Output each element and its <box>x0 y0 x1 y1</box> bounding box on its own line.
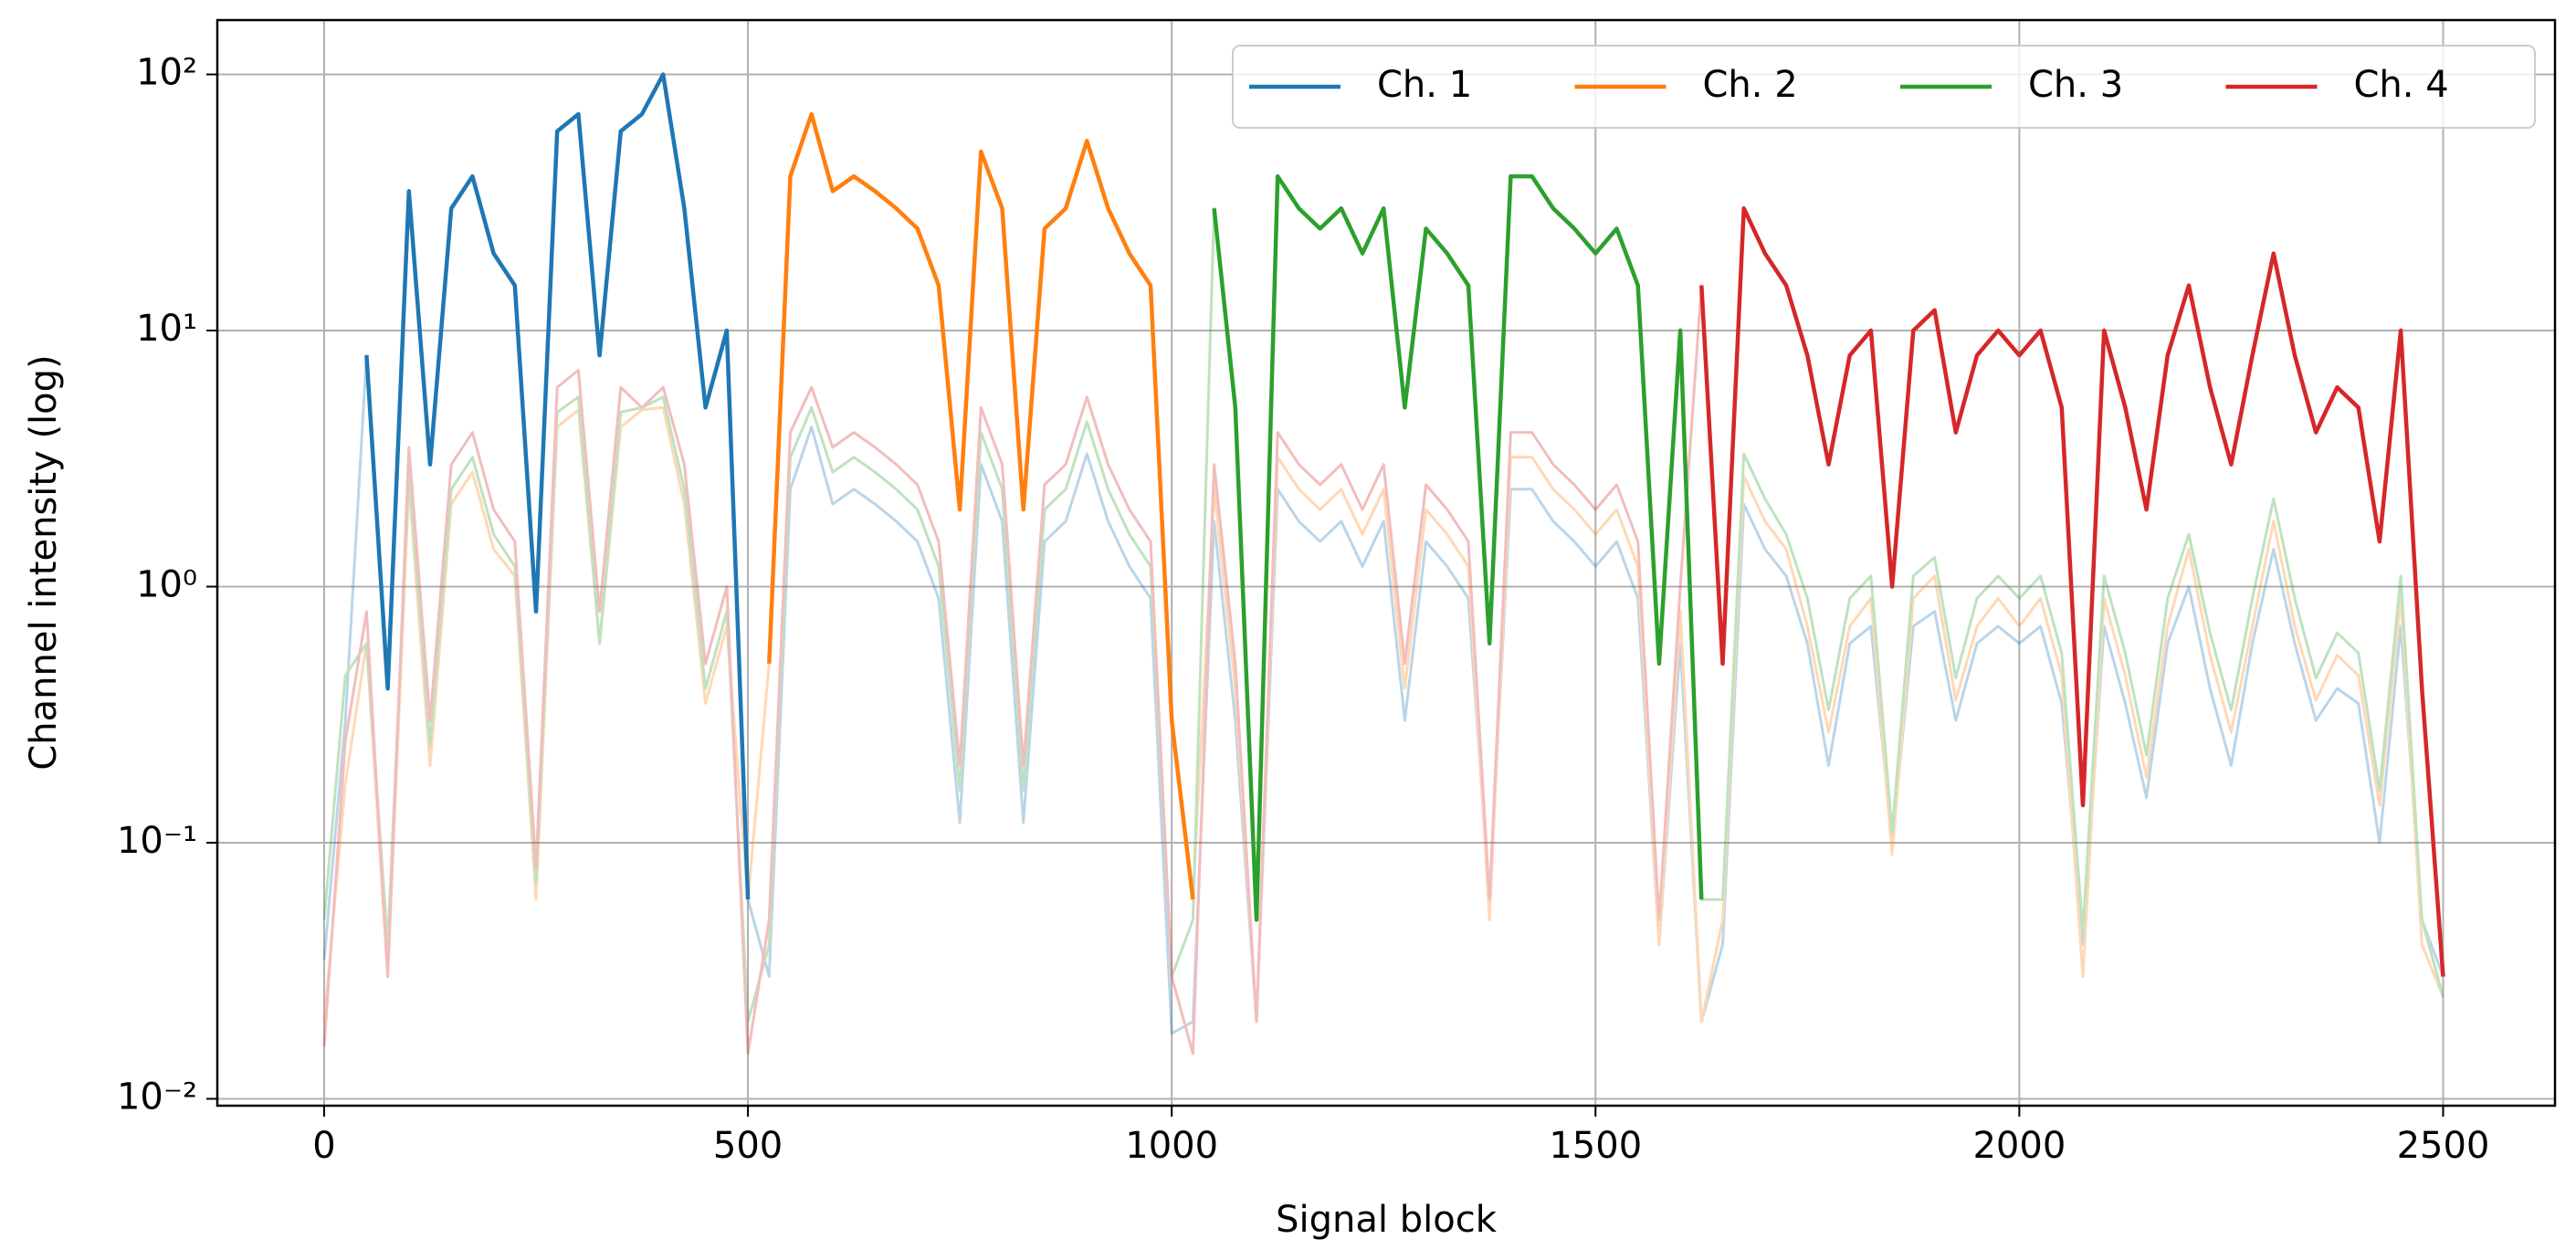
x-axis-label: Signal block <box>1276 1199 1498 1241</box>
grid <box>217 20 2555 1106</box>
legend-label: Ch. 2 <box>1703 64 1798 106</box>
highlight-lines <box>364 72 2445 977</box>
legend-frame <box>1232 45 2536 129</box>
series-line <box>364 72 751 900</box>
y-tick-label: 10² <box>136 52 197 94</box>
plot-frame <box>216 18 2557 1108</box>
legend-label: Ch. 1 <box>1377 64 1472 106</box>
legend-label: Ch. 3 <box>2028 64 2123 106</box>
faint-line <box>322 112 2445 1024</box>
x-tick-label: 500 <box>713 1125 783 1167</box>
x-tick-label: 1000 <box>1125 1125 1218 1167</box>
y-tick-label: 10⁻¹ <box>117 820 197 862</box>
x-tick-label: 1500 <box>1549 1125 1642 1167</box>
x-tick-label: 0 <box>312 1125 335 1167</box>
axes: 0 500 1000 1500 2000 2500 10⁻² 10⁻¹ 10⁰ 10¹ 10² <box>117 52 2489 1167</box>
x-tick-label: 2500 <box>2397 1125 2490 1167</box>
y-tick-label: 10⁻² <box>117 1076 197 1118</box>
series-line <box>1699 205 2445 977</box>
y-tick-label: 10¹ <box>136 308 197 350</box>
y-tick-label: 10⁰ <box>136 563 197 605</box>
faint-line <box>322 174 2445 1024</box>
x-tick-label: 2000 <box>1972 1125 2066 1167</box>
faint-line <box>322 206 2445 1055</box>
series-line <box>767 111 1195 900</box>
y-axis-label: Channel intensity (log) <box>23 354 65 770</box>
legend: Ch. 1 Ch. 2 Ch. 3 Ch. 4 <box>1232 45 2536 129</box>
series-line <box>1212 173 1704 922</box>
legend-label: Ch. 4 <box>2354 64 2449 106</box>
